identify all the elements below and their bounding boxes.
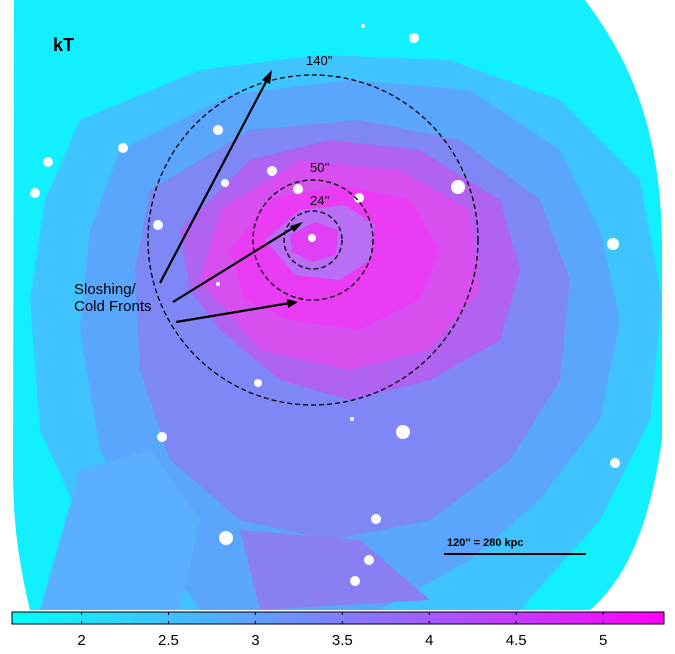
colorbar-tick-label: 4 (425, 632, 433, 649)
annotation-label-line2: Cold Fronts (74, 298, 152, 315)
colorbar-tick-label: 4.5 (506, 632, 527, 649)
map-title: kT (53, 35, 74, 55)
temperature-map (13, 0, 662, 610)
radius-label-140: 140'' (306, 53, 333, 68)
colorbar-tick-label: 3 (251, 632, 259, 649)
annotation-label-line1: Sloshing/ (74, 281, 137, 298)
colorbar-tick-label: 3.5 (332, 632, 353, 649)
colorbar-tick-label: 5 (599, 632, 607, 649)
radius-circle-24 (283, 210, 343, 270)
colorbar-ticks: 2 2.5 3 3.5 4 4.5 5 (77, 612, 607, 649)
radius-label-24: 24'' (310, 193, 329, 208)
radius-label-50: 50'' (310, 160, 329, 175)
colorbar (11, 611, 665, 625)
colorbar-tick-label: 2.5 (158, 632, 179, 649)
radius-circle-140 (147, 74, 479, 406)
scale-bar-label: 120'' = 280 kpc (447, 537, 523, 549)
annotation-arrows (159, 70, 303, 324)
colorbar-tick-label: 2 (77, 632, 85, 649)
radius-circle-50 (252, 179, 374, 301)
